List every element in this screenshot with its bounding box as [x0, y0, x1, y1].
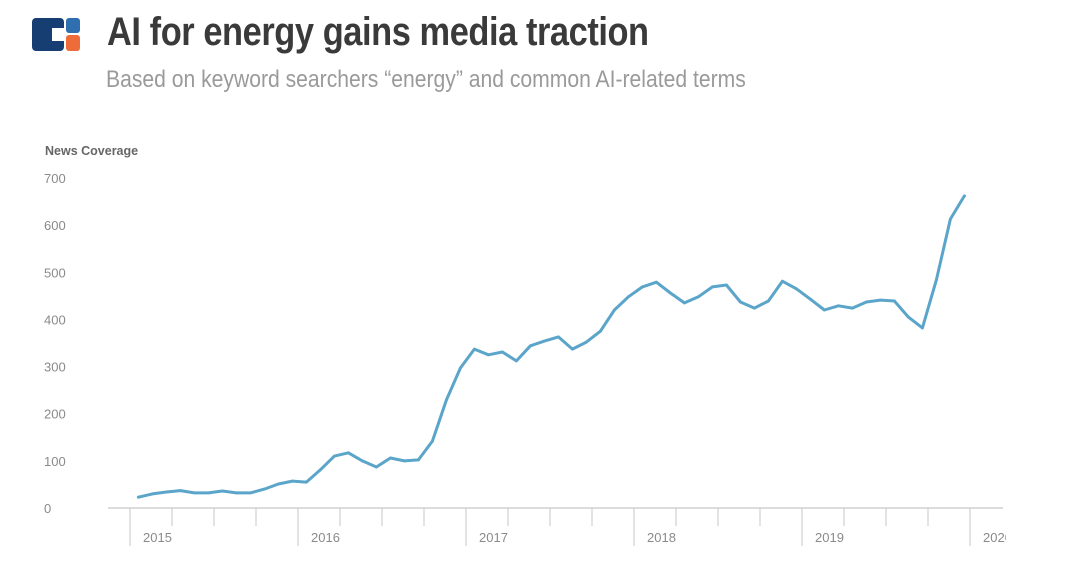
line-chart: 0 100 200 300 400 500 600 700 2015 2016 2017 2018 20…: [44, 171, 1006, 546]
data-point: [403, 459, 406, 463]
data-point: [445, 398, 448, 402]
data-point: [725, 283, 728, 287]
data-point: [837, 304, 840, 308]
data-point: [767, 299, 770, 303]
data-point: [697, 295, 700, 299]
data-point: [851, 306, 854, 310]
data-point: [683, 301, 686, 305]
series-line-news-coverage: [136, 194, 966, 499]
data-point: [879, 298, 882, 302]
data-point: [823, 308, 826, 312]
data-point: [739, 300, 742, 304]
data-point: [613, 308, 616, 312]
data-point: [627, 295, 630, 299]
y-tick-label: 0: [44, 501, 51, 516]
data-point: [207, 491, 210, 495]
data-point: [571, 347, 574, 351]
data-point: [599, 329, 602, 333]
data-point: [753, 306, 756, 310]
data-point: [375, 465, 378, 469]
chart-title: AI for energy gains media traction: [107, 10, 649, 54]
data-point: [655, 280, 658, 284]
chart-subtitle: Based on keyword searchers “energy” and …: [106, 66, 746, 93]
data-point: [907, 315, 910, 319]
data-point: [389, 456, 392, 460]
y-tick-label: 600: [44, 218, 66, 233]
data-point: [893, 299, 896, 303]
data-point: [151, 492, 154, 496]
x-tick-label: 2016: [311, 530, 340, 545]
data-point: [543, 339, 546, 343]
data-point: [795, 287, 798, 291]
data-point: [921, 326, 924, 330]
data-point: [781, 279, 784, 283]
y-tick-label: 300: [44, 360, 66, 375]
data-point: [263, 487, 266, 491]
data-point: [291, 479, 294, 483]
x-tick-label: 2017: [479, 530, 508, 545]
data-point: [459, 366, 462, 370]
data-point: [935, 278, 938, 282]
data-point: [249, 491, 252, 495]
company-logo: [32, 18, 80, 51]
data-point: [179, 489, 182, 492]
data-point: [361, 459, 364, 463]
data-point: [235, 491, 238, 495]
data-point: [865, 300, 868, 304]
data-point: [963, 194, 966, 198]
x-tick-label: 2020: [983, 530, 1006, 545]
data-point: [347, 451, 350, 455]
x-tick-label: 2018: [647, 530, 676, 545]
data-point: [165, 490, 168, 494]
data-point: [529, 344, 532, 348]
data-point: [515, 359, 518, 363]
data-point: [431, 439, 434, 443]
x-tick-label: 2019: [815, 530, 844, 545]
data-point: [473, 347, 476, 351]
y-tick-label: 400: [44, 312, 66, 327]
data-point: [137, 495, 140, 499]
y-tick-label: 100: [44, 454, 66, 469]
data-point: [193, 491, 196, 495]
data-point: [417, 458, 420, 462]
x-tick-label: 2015: [143, 530, 172, 545]
data-point: [641, 285, 644, 289]
data-point: [711, 285, 714, 289]
y-tick-label: 700: [44, 171, 66, 186]
data-point: [277, 482, 280, 486]
data-point: [333, 454, 336, 458]
data-point: [501, 350, 504, 354]
data-point: [319, 468, 322, 472]
data-point: [221, 489, 224, 493]
y-tick-label: 500: [44, 265, 66, 280]
data-point: [949, 217, 952, 221]
data-point: [305, 480, 308, 484]
data-point: [809, 297, 812, 301]
y-tick-label: 200: [44, 407, 66, 422]
data-point: [585, 340, 588, 344]
data-point: [669, 291, 672, 295]
data-point: [487, 353, 490, 357]
data-point: [557, 335, 560, 339]
y-axis-label: News Coverage: [45, 144, 139, 158]
